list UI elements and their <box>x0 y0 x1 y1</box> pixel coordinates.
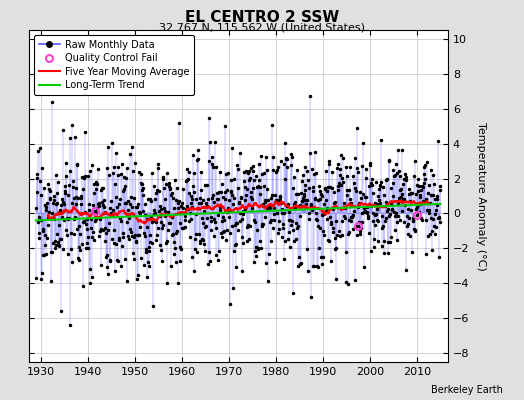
Legend: Raw Monthly Data, Quality Control Fail, Five Year Moving Average, Long-Term Tren: Raw Monthly Data, Quality Control Fail, … <box>34 35 194 95</box>
Y-axis label: Temperature Anomaly (°C): Temperature Anomaly (°C) <box>476 122 486 270</box>
Text: EL CENTRO 2 SSW: EL CENTRO 2 SSW <box>185 10 339 25</box>
Text: Berkeley Earth: Berkeley Earth <box>431 385 503 395</box>
Text: 32.767 N, 115.562 W (United States): 32.767 N, 115.562 W (United States) <box>159 22 365 32</box>
